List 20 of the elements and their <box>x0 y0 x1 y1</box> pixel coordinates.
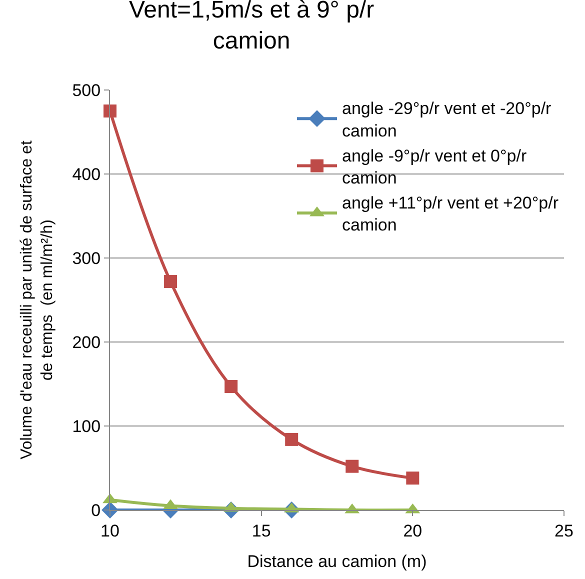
point <box>406 472 420 485</box>
y-tick-label: 0 <box>91 500 101 520</box>
legend-label: angle +11°p/r vent et +20°p/r camion <box>342 194 559 235</box>
y-tick-label: 400 <box>72 164 101 184</box>
x-tick-label: 20 <box>403 521 422 540</box>
point <box>224 380 238 394</box>
point <box>164 275 178 288</box>
y-axis-title: Volume d'eau receuilli par unité de surface et de temps (en ml/m²/h) <box>18 140 56 460</box>
x-tick-label: 15 <box>252 521 271 540</box>
point <box>285 432 298 446</box>
point <box>104 104 116 118</box>
chart-title: Vent=1,5m/s et à 9° p/r camion <box>129 0 374 55</box>
x-tick-label: 10 <box>100 521 120 540</box>
y-tick-label: 200 <box>72 332 101 352</box>
x-tick-label: 25 <box>554 521 574 540</box>
y-tick-label: 500 <box>72 80 101 100</box>
y-tick-label: 300 <box>72 248 101 268</box>
y-tick-label: 100 <box>72 416 101 436</box>
point <box>346 460 359 473</box>
x-axis-title: Distance au camion (m) <box>247 552 427 571</box>
